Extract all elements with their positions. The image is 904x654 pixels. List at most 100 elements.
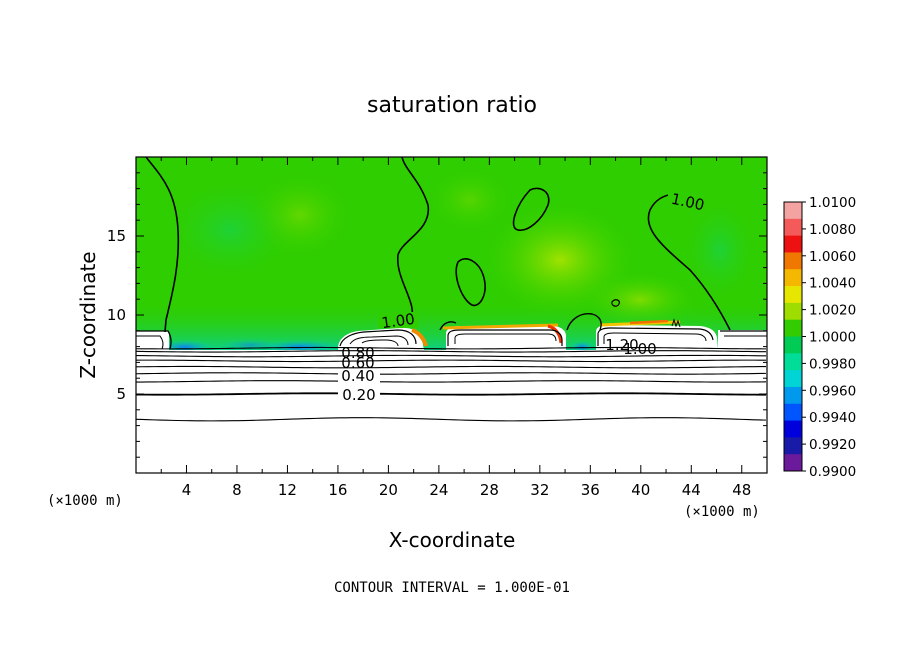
colorbar-label: 0.9980: [809, 356, 856, 372]
contour-line: [136, 354, 767, 358]
x-tick-label: 28: [480, 481, 499, 499]
contour-line: [136, 372, 767, 375]
colorbar-swatch: [784, 437, 802, 455]
colorbar-label: 0.9960: [809, 383, 856, 399]
cloud-region: [136, 331, 169, 351]
cloud-region: [596, 325, 718, 350]
colorbar-label: 1.0060: [809, 249, 856, 265]
cloud-region: [446, 326, 566, 350]
colorbar-swatch: [784, 403, 802, 422]
field-blob: [245, 170, 355, 260]
contour-line: [447, 329, 563, 346]
colorbar-swatch: [784, 336, 802, 354]
colorbar-label: 1.0100: [809, 195, 856, 211]
colorbar-label: 1.0040: [809, 276, 856, 292]
contour-label-bg: [668, 190, 708, 208]
contour-label-bg: [338, 369, 380, 383]
contour-line: [145, 157, 180, 333]
contour-line: [136, 417, 767, 422]
contour-line: [455, 258, 486, 307]
contour-line: [454, 333, 557, 344]
contour-label-bg: [378, 312, 418, 328]
colorbar-swatch: [784, 370, 802, 388]
contour-line: [566, 313, 602, 331]
contour-line: [397, 157, 429, 323]
x-tick-label: 20: [379, 481, 398, 499]
colorbar-swatch: [784, 302, 802, 321]
contour-line: [136, 330, 172, 350]
contour-line: [136, 350, 767, 353]
contour-label: 1.20: [605, 336, 638, 354]
contour-line: [136, 380, 767, 383]
warm-edge: [629, 319, 669, 325]
plot-area: [136, 157, 767, 473]
colorbar-label: 0.9920: [809, 437, 856, 453]
colorbar-label: 1.0020: [809, 303, 856, 319]
contour-label: 0.40: [341, 367, 374, 385]
colorbar-swatch: [784, 252, 802, 270]
y-axis-label: Z-coordinate: [76, 251, 100, 378]
contour-line: [597, 327, 714, 346]
contour-label: 0.20: [342, 386, 375, 404]
colorbar: 1.0100 1.0080 1.0060 1.0040 1.0020 1.0000 0.99…: [783, 195, 856, 480]
field-blob: [425, 165, 515, 235]
cool-spot: [220, 339, 280, 351]
x-tick-label: 40: [631, 481, 650, 499]
x-tick-label: 24: [429, 481, 448, 499]
contour-label: 0.60: [341, 354, 374, 372]
contour-line: [611, 299, 620, 307]
colorbar-label: 1.0000: [809, 330, 856, 346]
contour-line: [512, 187, 550, 231]
contour-label-bg: [338, 387, 380, 401]
contour-labels: 1.00 1.00 1.00 1.20 0.80 0.60 0.40 0.20: [338, 190, 708, 404]
x-tick-label: 4: [182, 481, 192, 499]
colorbar-label: 1.0080: [809, 222, 856, 238]
x-tick-label: 16: [328, 481, 347, 499]
contour-line: [136, 346, 767, 350]
x-unit-label: (×1000 m): [684, 504, 760, 520]
x-tick-label: 36: [581, 481, 600, 499]
contour-line: [671, 318, 681, 328]
colorbar-swatch: [784, 218, 802, 237]
colorbar-swatch: [784, 235, 802, 253]
colorbar-label: 0.9940: [809, 410, 856, 426]
contour-label: 1.00: [623, 340, 656, 358]
x-tick-label: 48: [732, 481, 751, 499]
warm-edge: [442, 323, 559, 330]
contour-interval: CONTOUR INTERVAL = 1.000E-01: [334, 580, 570, 596]
x-axis-label: X-coordinate: [389, 528, 516, 552]
y-tick-label: 15: [107, 227, 126, 245]
y-unit-label: (×1000 m): [47, 493, 123, 509]
colorbar-swatch: [784, 269, 802, 287]
colorbar-swatch: [784, 202, 802, 220]
colorbar-swatch: [784, 353, 802, 371]
colorbar-swatch: [784, 319, 802, 337]
chart-title: saturation ratio: [367, 93, 537, 118]
y-tick-label: 10: [107, 306, 126, 324]
stable-layer-contours: [136, 346, 767, 422]
contour-line: [136, 392, 767, 396]
contour-line: [361, 339, 399, 347]
x-tick-label: 32: [530, 481, 549, 499]
y-tick-label: 5: [116, 385, 126, 403]
lower-layer: [136, 350, 767, 473]
cloud-region: [718, 330, 767, 350]
contour-label: 1.00: [380, 310, 416, 332]
contour-line: [339, 329, 417, 347]
contour-line: [136, 335, 164, 350]
contour-line: [603, 332, 707, 344]
contour-line: [439, 321, 457, 331]
field-blob: [680, 195, 760, 305]
warm-edge: [411, 328, 428, 347]
colorbar-label: 0.9900: [809, 464, 856, 480]
x-tick-label: 8: [232, 481, 242, 499]
colorbar-swatch: [784, 420, 802, 438]
contour-label: 0.80: [341, 344, 374, 362]
contour-line: [349, 335, 409, 346]
contour-line: [136, 359, 767, 363]
x-tick-label: 44: [682, 481, 701, 499]
x-tick-label: 12: [278, 481, 297, 499]
colorbar-swatch: [784, 386, 802, 405]
